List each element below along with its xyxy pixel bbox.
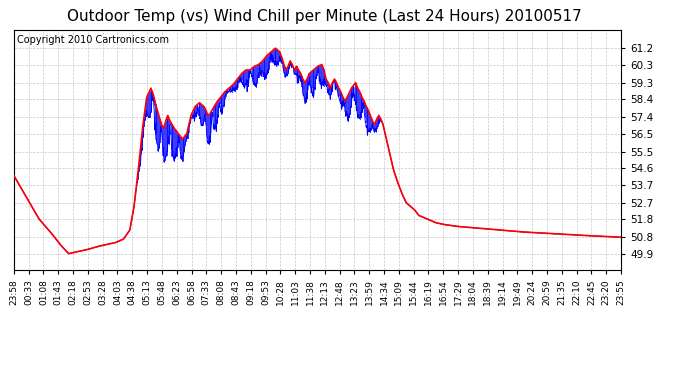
Text: Copyright 2010 Cartronics.com: Copyright 2010 Cartronics.com — [17, 35, 169, 45]
Text: Outdoor Temp (vs) Wind Chill per Minute (Last 24 Hours) 20100517: Outdoor Temp (vs) Wind Chill per Minute … — [67, 9, 582, 24]
